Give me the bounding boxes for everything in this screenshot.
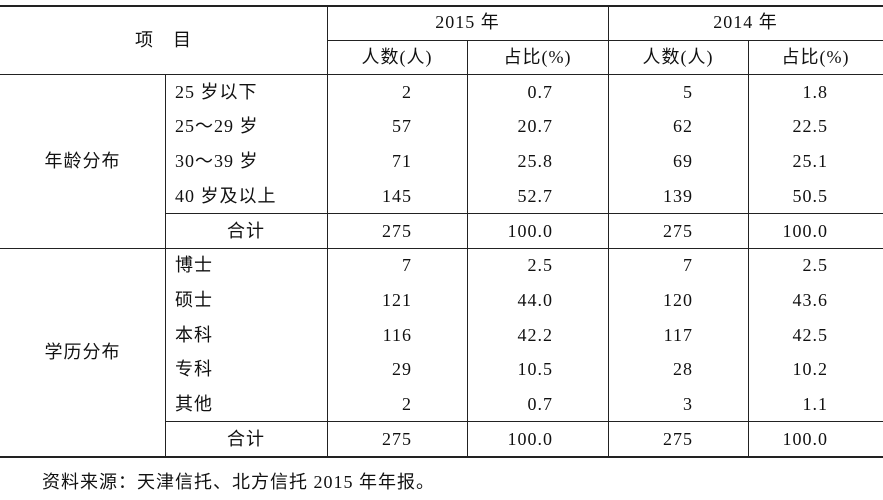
rule — [0, 5, 883, 7]
section-label: 学历分布 — [44, 342, 121, 362]
row-label: 25 岁以下 — [175, 81, 258, 102]
cell: 71 — [392, 151, 412, 172]
cell: 2 — [402, 394, 412, 415]
header-column: 人数(人) — [361, 47, 433, 68]
cell: 100.0 — [507, 220, 553, 241]
row-label: 专科 — [175, 359, 213, 380]
cell: 100.0 — [507, 428, 553, 449]
cell: 120 — [663, 289, 693, 310]
cell: 7 — [402, 255, 412, 276]
total-label: 合计 — [227, 428, 265, 449]
header-group: 2015 年 — [435, 12, 500, 33]
row-label: 25～29 岁 — [175, 116, 259, 137]
total-label: 合计 — [227, 220, 265, 241]
cell: 139 — [663, 185, 693, 206]
cell: 0.7 — [527, 394, 553, 415]
cell: 25.1 — [792, 151, 828, 172]
cell: 1.1 — [802, 394, 828, 415]
rule — [0, 247, 883, 249]
row-label: 40 岁及以上 — [175, 185, 277, 206]
cell: 42.2 — [517, 324, 553, 345]
cell: 7 — [683, 255, 693, 276]
row-label: 本科 — [175, 324, 213, 345]
header-group: 2014 年 — [713, 12, 778, 33]
cell: 117 — [663, 324, 693, 345]
cell: 69 — [673, 151, 693, 172]
header-column: 占比(%) — [781, 47, 850, 68]
rule — [165, 74, 166, 457]
cell: 275 — [382, 220, 412, 241]
rule — [467, 39, 468, 457]
cell: 3 — [683, 394, 693, 415]
cell: 57 — [392, 116, 412, 137]
cell: 28 — [673, 359, 693, 380]
rule — [165, 421, 883, 423]
cell: 10.2 — [792, 359, 828, 380]
cell: 2 — [402, 81, 412, 102]
cell: 42.5 — [792, 324, 828, 345]
header-column: 人数(人) — [642, 47, 714, 68]
cell: 22.5 — [792, 116, 828, 137]
cell: 29 — [392, 359, 412, 380]
cell: 121 — [382, 289, 412, 310]
row-label: 30～39 岁 — [175, 151, 259, 172]
rule — [748, 39, 749, 457]
cell: 25.8 — [517, 151, 553, 172]
cell: 145 — [382, 185, 412, 206]
cell: 62 — [673, 116, 693, 137]
rule — [608, 5, 609, 457]
row-label: 硕士 — [175, 289, 213, 310]
cell: 5 — [683, 81, 693, 102]
rule — [165, 213, 883, 215]
header-column: 占比(%) — [503, 47, 572, 68]
cell: 20.7 — [517, 116, 553, 137]
cell: 43.6 — [792, 289, 828, 310]
cell: 44.0 — [517, 289, 553, 310]
cell: 50.5 — [792, 185, 828, 206]
cell: 275 — [382, 428, 412, 449]
rule — [327, 39, 883, 41]
cell: 275 — [663, 428, 693, 449]
cell: 100.0 — [782, 220, 828, 241]
rule — [0, 74, 883, 76]
cell: 10.5 — [517, 359, 553, 380]
section-label: 年龄分布 — [44, 151, 121, 172]
row-label: 博士 — [175, 255, 213, 276]
cell: 100.0 — [782, 428, 828, 449]
cell: 2.5 — [527, 255, 553, 276]
rule — [0, 456, 883, 459]
header-item: 项 目 — [135, 29, 192, 50]
cell: 52.7 — [517, 185, 553, 206]
cell: 1.8 — [802, 81, 828, 102]
rule — [327, 5, 328, 457]
cell: 275 — [663, 220, 693, 241]
cell: 0.7 — [527, 81, 553, 102]
cell: 2.5 — [802, 255, 828, 276]
cell: 116 — [382, 324, 412, 345]
row-label: 其他 — [175, 394, 213, 415]
note: 资料来源：天津信托、北方信托 2015 年年报。 — [42, 472, 435, 493]
